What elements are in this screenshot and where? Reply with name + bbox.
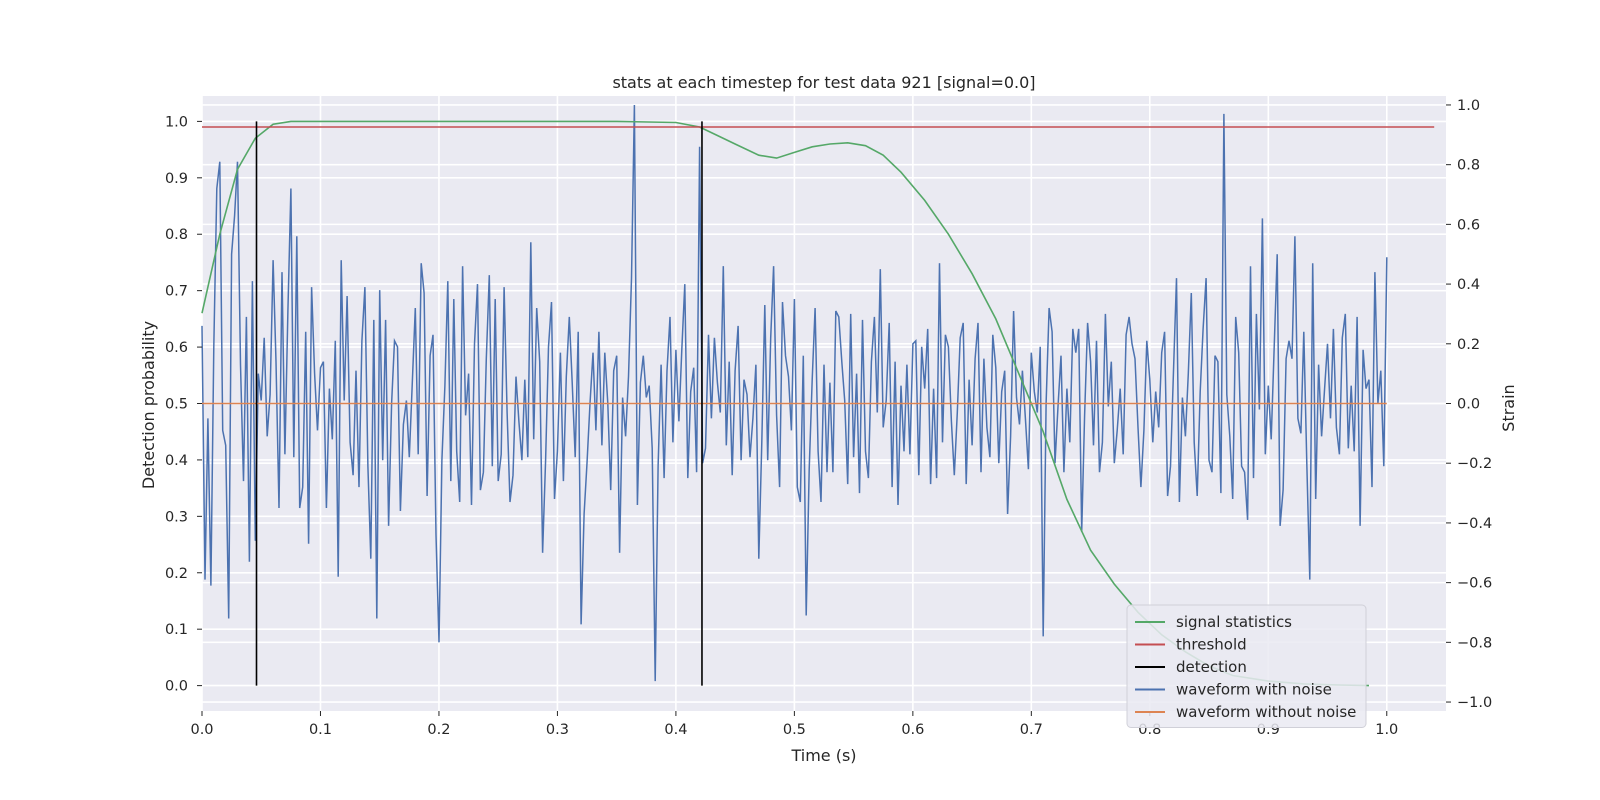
x-tick-label: 0.0 — [190, 722, 213, 738]
y2-tick-label: 0.0 — [1457, 397, 1480, 413]
x-axis-label: Time (s) — [790, 746, 856, 765]
y2-tick-label: 0.6 — [1457, 217, 1480, 233]
y-tick-label: 0.3 — [165, 509, 188, 525]
y2-tick-label: −0.8 — [1457, 635, 1492, 651]
axes-layer: 0.0 0.1 0.2 0.3 0.4 0.5 0.6 0.7 0.8 0.9 1.0 0.0 0.1 0… — [165, 98, 1492, 738]
x-tick-label: 0.6 — [901, 722, 924, 738]
y2-tick-label: 0.8 — [1457, 158, 1480, 174]
x-tick-label: 0.5 — [783, 722, 806, 738]
legend-label-detection: detection — [1176, 658, 1247, 676]
legend: signal statistics threshold detection wavef… — [1126, 604, 1367, 728]
series-waveform-with-noise — [201, 104, 1388, 682]
y-axis-label: Detection probability — [139, 321, 158, 489]
y-tick-label: 0.9 — [165, 171, 188, 187]
y2-tick-label: −1.0 — [1457, 695, 1492, 711]
y-tick-label: 0.7 — [165, 284, 188, 300]
y-tick-label: 0.4 — [165, 453, 188, 469]
legend-label-waveform-with-noise: waveform with noise — [1176, 681, 1332, 699]
legend-box — [1126, 604, 1367, 728]
x-tick-label: 1.0 — [1375, 722, 1398, 738]
y2-tick-label: −0.6 — [1457, 576, 1492, 592]
y-tick-label: 0.6 — [165, 340, 188, 356]
x-tick-label: 0.7 — [1020, 722, 1043, 738]
y2-axis-label: Strain — [1499, 384, 1518, 431]
y-tick-label: 0.0 — [165, 679, 188, 695]
x-tick-label: 0.4 — [664, 722, 687, 738]
y2-tick-label: 0.2 — [1457, 337, 1480, 353]
x-tick-label: 0.1 — [309, 722, 332, 738]
y-tick-label: 0.1 — [165, 622, 188, 638]
y2-tick-label: −0.2 — [1457, 456, 1492, 472]
chart-title: stats at each timestep for test data 921… — [612, 73, 1035, 92]
y2-tick-label: −0.4 — [1457, 516, 1492, 532]
y-tick-label: 0.8 — [165, 227, 188, 243]
legend-label-waveform-without-noise: waveform without noise — [1176, 703, 1356, 721]
y-tick-label: 0.2 — [165, 566, 188, 582]
y2-tick-label: 0.4 — [1457, 277, 1480, 293]
x-tick-label: 0.3 — [546, 722, 569, 738]
x-tick-label: 0.2 — [427, 722, 450, 738]
y-tick-label: 0.5 — [165, 397, 188, 413]
legend-label-threshold: threshold — [1176, 636, 1247, 654]
legend-label-signal-statistics: signal statistics — [1176, 613, 1292, 631]
y-tick-label: 1.0 — [165, 114, 188, 130]
y2-tick-label: 1.0 — [1457, 98, 1480, 114]
